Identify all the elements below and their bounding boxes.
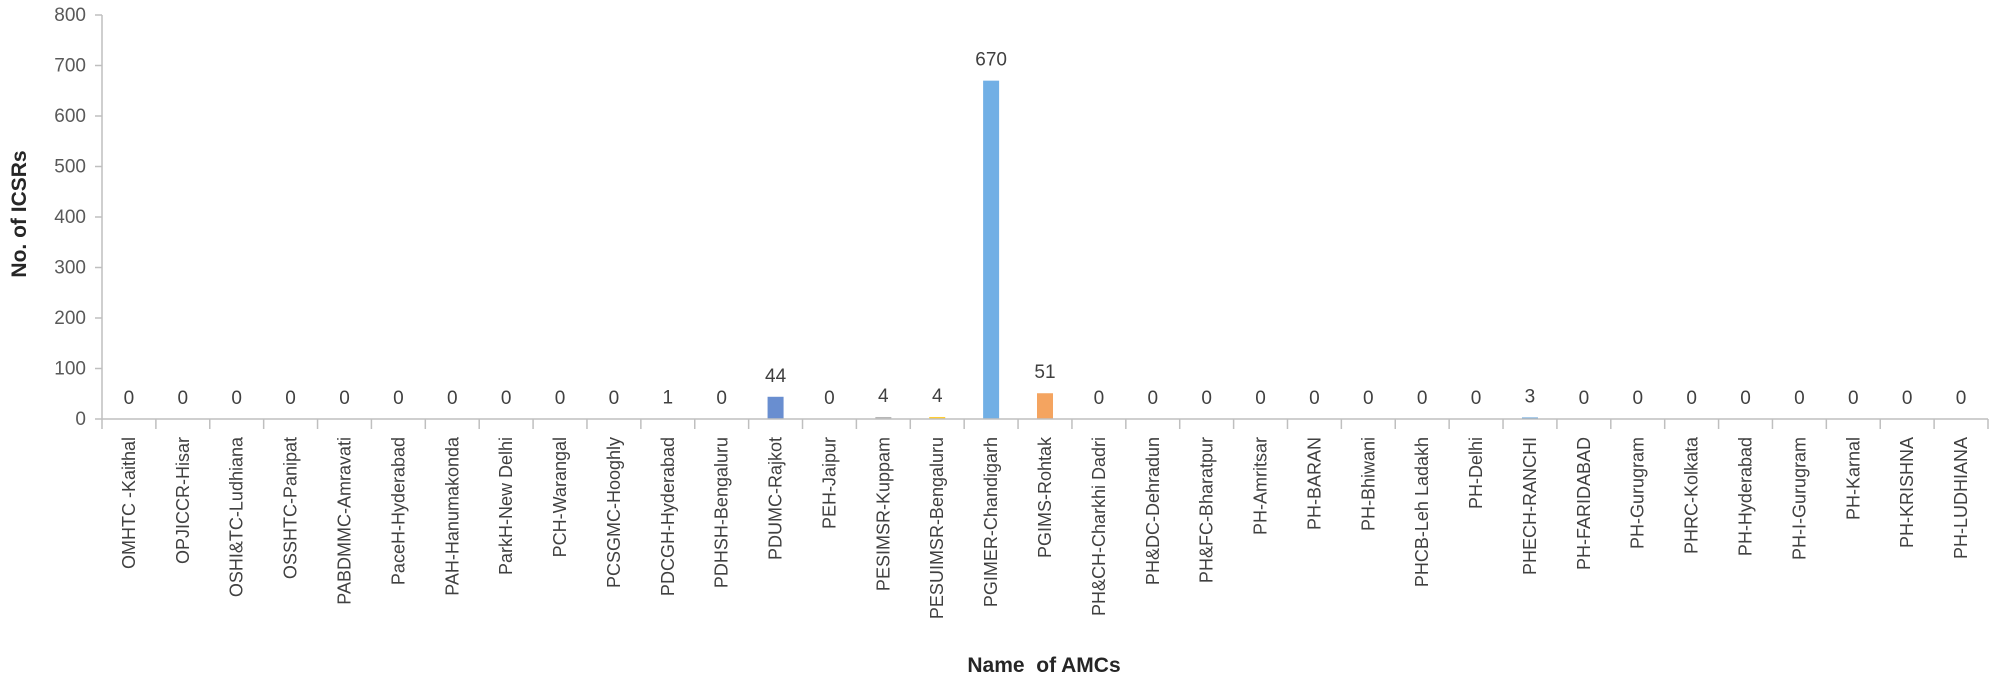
data-label: 0 (124, 388, 135, 409)
category-label: PHRC-Kolkata (1682, 436, 1702, 554)
category-label: PDHSH-Bengaluru (712, 437, 732, 588)
bar (875, 416, 892, 419)
bar (767, 396, 784, 419)
data-label: 0 (339, 388, 350, 409)
x-axis-title: Name of AMCs (967, 654, 1120, 677)
category-label: PH-BARAN (1304, 437, 1324, 530)
category-label: PaceH-Hyderabad (388, 437, 408, 585)
category-label: PH-Delhi (1466, 437, 1486, 509)
category-label: PH-LUDHIANA (1951, 437, 1971, 559)
category-label: PH-Hyderabad (1736, 437, 1756, 556)
category-label: OSSHTC-Panipat (281, 437, 301, 579)
bars (659, 80, 1538, 420)
data-label: 0 (1309, 388, 1320, 409)
category-label: PESUIMSR-Bengaluru (927, 437, 947, 619)
data-label: 0 (1094, 388, 1105, 409)
data-label: 4 (932, 386, 943, 407)
category-label: ParkH-New Delhi (496, 437, 516, 575)
data-label: 0 (178, 388, 189, 409)
y-tick-label: 0 (75, 409, 86, 430)
category-label: PEH-Jaipur (819, 437, 839, 529)
data-label: 0 (501, 388, 512, 409)
data-label: 0 (1686, 388, 1697, 409)
category-label: OMHTC -Kaithal (119, 437, 139, 569)
data-label: 0 (1848, 388, 1859, 409)
data-label: 0 (716, 388, 727, 409)
y-tick-label: 200 (54, 308, 86, 329)
category-label: PHCB-Leh Ladakh (1412, 437, 1432, 587)
category-label: PABDMMC-Amravati (334, 437, 354, 605)
y-axis-title: No. of ICSRs (8, 150, 31, 277)
category-label: PH-KRISHNA (1897, 437, 1917, 548)
data-label: 0 (1363, 388, 1374, 409)
data-label: 0 (447, 388, 458, 409)
data-label: 44 (765, 366, 787, 387)
category-label: PH-Amritsar (1251, 437, 1271, 535)
category-label: OPJICCR-Hisar (173, 437, 193, 564)
data-label: 0 (1902, 388, 1913, 409)
category-label: PH-FARIDABAD (1574, 437, 1594, 570)
category-label: PH&CH-Charkhi Dadri (1089, 437, 1109, 616)
data-label: 0 (1632, 388, 1643, 409)
data-label: 0 (1201, 388, 1212, 409)
y-tick-label: 600 (54, 106, 86, 127)
bar (1037, 393, 1053, 419)
category-label: PH&FC-Bharatpur (1197, 437, 1217, 583)
category-label: OSHI&TC-Ludhiana (227, 436, 247, 597)
y-tick-label: 400 (54, 207, 86, 228)
category-label: PH-Gurugram (1628, 437, 1648, 549)
bar (1521, 417, 1538, 419)
category-label: PCH-Warangal (550, 437, 570, 557)
data-label: 0 (824, 388, 835, 409)
data-label: 0 (609, 388, 620, 409)
data-label: 0 (285, 388, 296, 409)
y-tick-label: 800 (54, 5, 86, 26)
y-tick-label: 500 (54, 157, 86, 178)
y-axis-ticks: 0 100 200 300 400 500 600 700 800 (54, 5, 102, 430)
category-label: PH-Karnal (1843, 437, 1863, 520)
bar (983, 80, 1000, 420)
category-label: PDCGH-Hyderabad (658, 437, 678, 596)
category-label: PGIMER-Chandigarh (981, 437, 1001, 607)
category-label: PH-Bhiwani (1358, 437, 1378, 531)
data-label: 0 (1255, 388, 1266, 409)
data-label: 4 (878, 386, 889, 407)
category-labels: OMHTC -Kaithal OPJICCR-Hisar OSHI&TC-Ludhi… (101, 419, 1989, 619)
data-label: 0 (1471, 388, 1482, 409)
y-tick-label: 300 (54, 258, 86, 279)
category-label: PHECH-RANCHI (1520, 437, 1540, 575)
data-label: 0 (231, 388, 242, 409)
y-tick-label: 100 (54, 359, 86, 380)
data-label: 0 (555, 388, 566, 409)
bar (929, 416, 946, 419)
category-label: PH&DC-Dehradun (1143, 437, 1163, 585)
category-label: PCSGMC-Hooghly (604, 437, 624, 588)
data-label: 51 (1034, 362, 1055, 383)
category-label: PH-I-Gurugram (1789, 437, 1809, 560)
data-label: 1 (663, 387, 674, 408)
category-label: PDUMC-Rajkot (766, 437, 786, 560)
data-label: 0 (1794, 388, 1805, 409)
category-label: PGIMS-Rohtak (1035, 436, 1055, 558)
data-label: 0 (1579, 388, 1590, 409)
data-label: 0 (1956, 388, 1967, 409)
data-label: 0 (1740, 388, 1751, 409)
data-label: 670 (975, 50, 1007, 71)
data-label: 3 (1525, 386, 1536, 407)
category-label: PESIMSR-Kuppam (873, 437, 893, 591)
data-label: 0 (393, 388, 404, 409)
data-label: 0 (1417, 388, 1428, 409)
data-label: 0 (1147, 388, 1158, 409)
category-label: PAH-Hanumakonda (442, 436, 462, 596)
y-tick-label: 700 (54, 56, 86, 77)
